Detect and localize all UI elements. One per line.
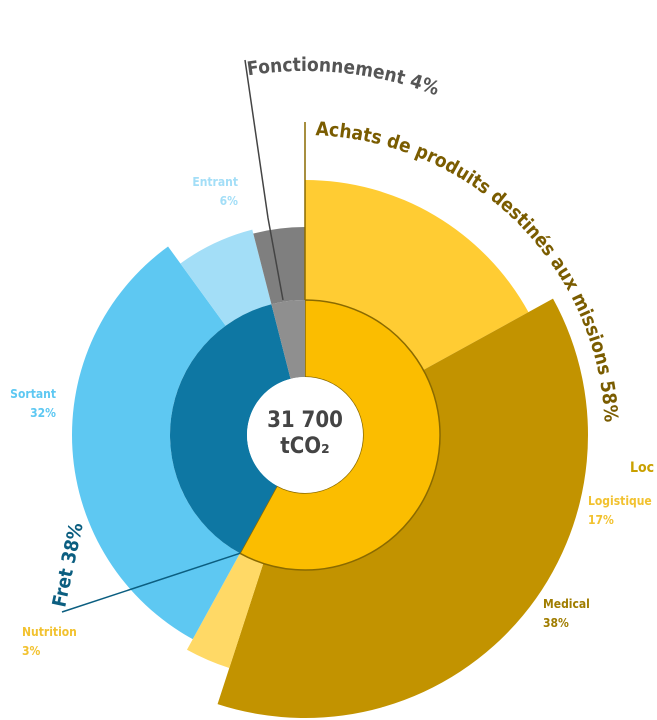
category-value: 58%: [595, 379, 621, 423]
rings: [71, 180, 589, 719]
segment-name: Nutrition: [22, 625, 77, 639]
category-label-path: Fonctionnement 4%: [246, 54, 443, 100]
category-value: 4%: [407, 70, 442, 100]
segment-value: 3%: [22, 644, 41, 658]
outer-segment: [253, 227, 305, 305]
category-name: Fonctionnement: [246, 54, 408, 89]
inner-segment: [170, 304, 291, 554]
segment-name: Medical: [543, 597, 590, 611]
segment-value: 17%: [588, 513, 614, 527]
category-label: Fonctionnement 4%: [246, 54, 443, 100]
outer-segment: [217, 298, 589, 719]
category-value: 38%: [58, 521, 88, 566]
outer-segment: [186, 553, 264, 669]
segment-value: 32%: [30, 406, 56, 420]
annotation: Loc: [630, 460, 654, 476]
outer-segment: [71, 246, 240, 640]
outer-segment: [180, 229, 272, 326]
leader-line: [61, 552, 241, 613]
category-name: Fret: [48, 567, 78, 609]
leader-line: [244, 59, 284, 301]
segment-name: Sortant: [10, 387, 56, 401]
outer-segment: [305, 180, 529, 370]
category-label: Fret 38%: [48, 521, 87, 609]
center-hole: [247, 377, 363, 493]
segment-name: Logistique: [588, 494, 652, 508]
inner-segment: [271, 300, 305, 379]
segment-value: 38%: [543, 616, 569, 630]
segment-name: Entrant: [192, 175, 238, 189]
segment-value: 6%: [220, 194, 239, 208]
center-value: 31 700: [267, 408, 343, 433]
center-unit: tCO₂: [280, 434, 329, 459]
